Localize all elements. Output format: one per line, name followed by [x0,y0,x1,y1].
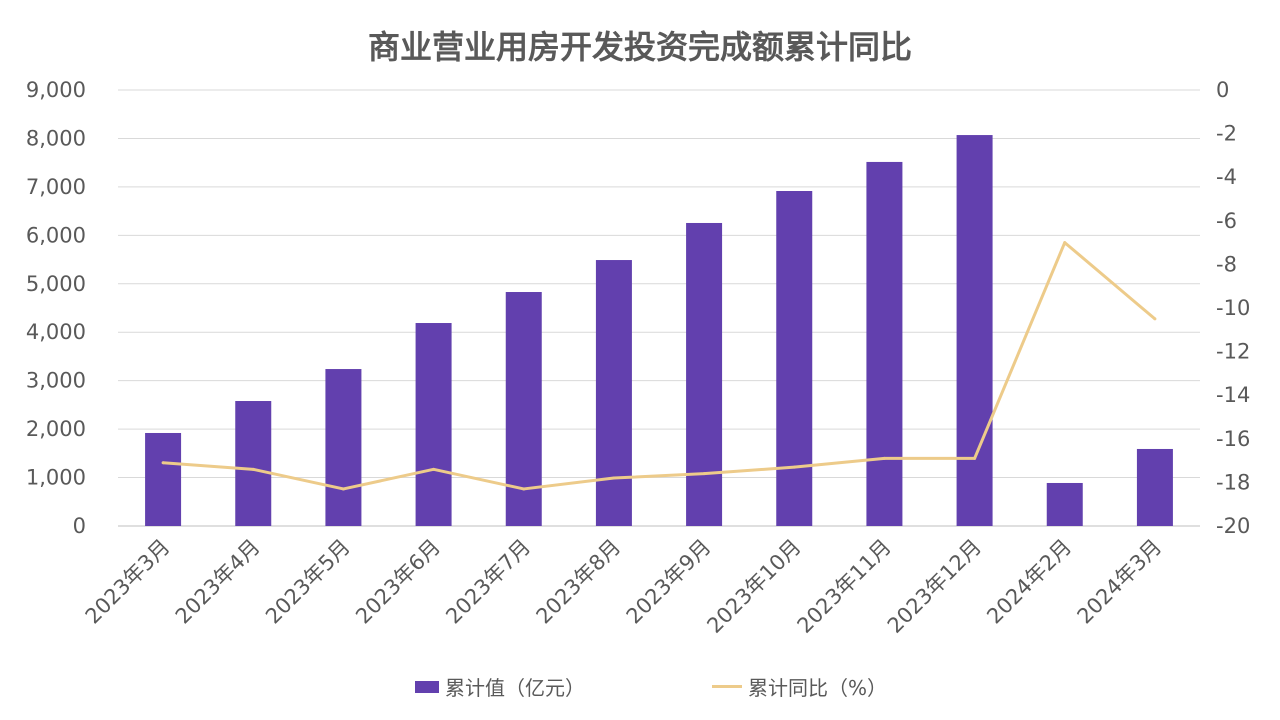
right-tick-label: 0 [1216,78,1229,102]
bar [1136,448,1173,526]
left-tick-label: 1,000 [26,466,86,490]
line-point [973,456,977,460]
series-line [162,241,1156,491]
right-tick-label: -14 [1216,383,1250,407]
bar [776,191,813,527]
bar [1046,482,1083,526]
line-point [522,487,526,491]
left-tick-label: 3,000 [26,369,86,393]
bar [686,222,723,527]
right-tick-label: -4 [1216,165,1237,189]
legend-bar-label: 累计值（亿元） [445,676,585,700]
bar [325,369,362,526]
left-tick-label: 7,000 [26,175,86,199]
chart-title: 商业营业用房开发投资完成额累计同比 [367,28,912,66]
line-point [432,467,436,471]
legend-line-label: 累计同比（%） [748,676,888,700]
line-point [792,465,796,469]
line-point [341,487,345,491]
legend-item-line: 累计同比（%） [712,672,887,701]
bar [866,161,903,526]
bar [415,323,452,526]
right-tick-label: -6 [1216,209,1237,233]
right-tick-label: -16 [1216,427,1250,451]
bar [235,401,272,526]
x-tick-label: 2023年11月 [793,535,896,638]
left-tick-label: 9,000 [26,78,86,102]
left-tick-label: 2,000 [26,417,86,441]
legend-bar-swatch [415,680,439,693]
right-tick-label: -8 [1216,252,1237,276]
x-tick-label: 2023年12月 [883,535,986,638]
left-tick-label: 0 [73,514,86,538]
bar [595,260,632,526]
line-point [1153,317,1157,321]
bar [956,135,993,526]
x-tick-label: 2023年9月 [622,535,716,629]
left-tick-label: 5,000 [26,272,86,296]
right-tick-label: -18 [1216,470,1250,494]
legend-line-swatch [712,685,742,688]
x-tick-label: 2024年2月 [982,535,1076,629]
right-tick-label: -10 [1216,296,1250,320]
x-tick-label: 2023年3月 [81,535,175,629]
x-tick-label: 2023年6月 [351,535,445,629]
line-point [251,467,255,471]
x-tick-label: 2023年4月 [171,535,265,629]
line-point [882,456,886,460]
left-tick-label: 8,000 [26,126,86,150]
left-tick-label: 4,000 [26,320,86,344]
right-tick-label: -20 [1216,514,1250,538]
legend-item-bar: 累计值（亿元） [415,672,585,701]
line-point [612,476,616,480]
right-tick-label: -2 [1216,122,1237,146]
x-tick-label: 2023年10月 [702,535,805,638]
x-tick-label: 2024年3月 [1073,535,1167,629]
right-tick-label: -12 [1216,340,1250,364]
line-point [702,472,706,476]
line-point [1063,241,1067,245]
line-point [161,461,165,465]
x-tick-label: 2023年5月 [261,535,355,629]
left-tick-label: 6,000 [26,223,86,247]
x-tick-label: 2023年8月 [532,535,626,629]
bar [145,432,182,526]
bar [505,292,542,526]
x-tick-label: 2023年7月 [441,535,535,629]
